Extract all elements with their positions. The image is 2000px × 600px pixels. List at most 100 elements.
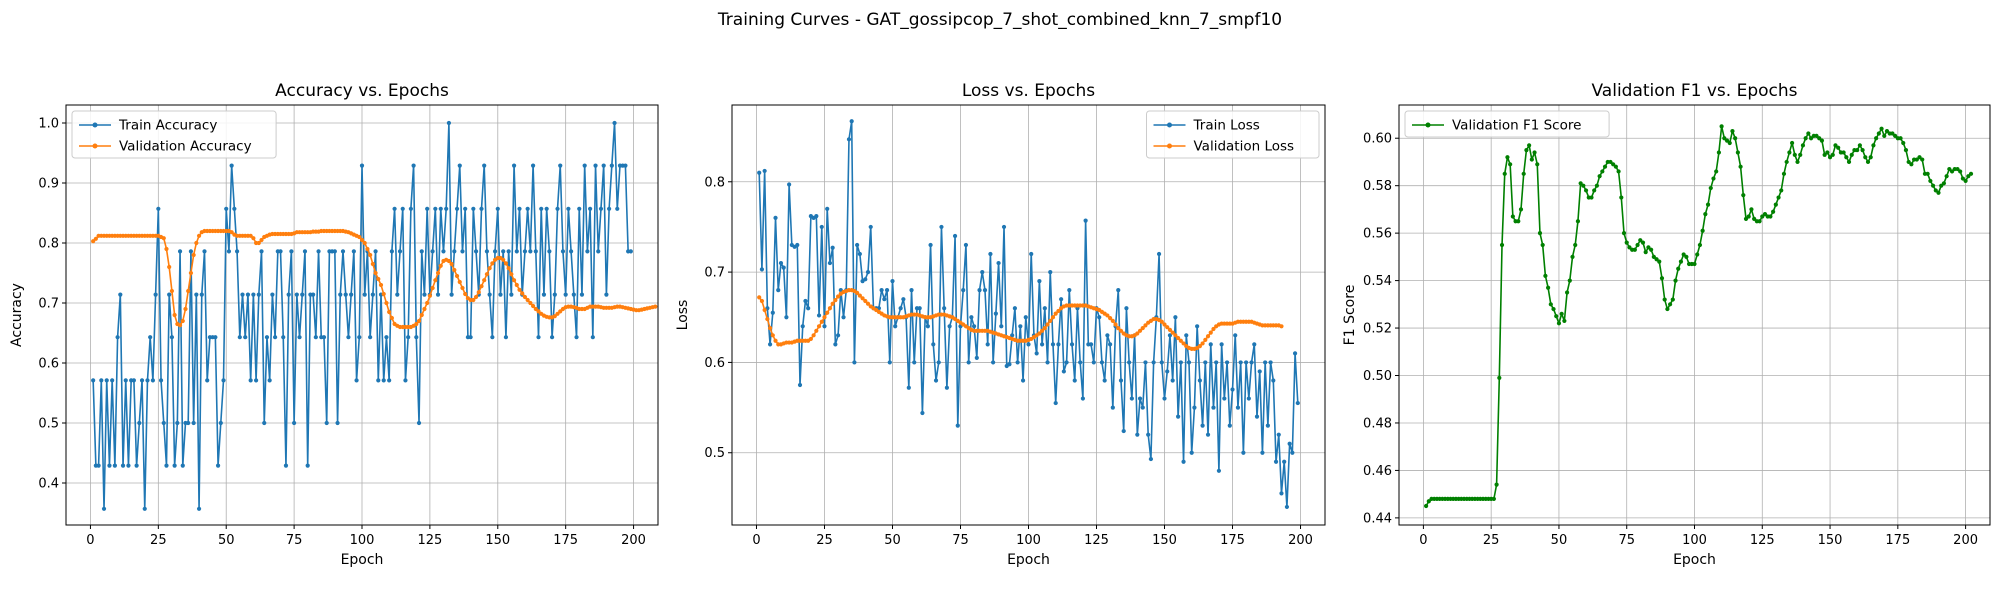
- train-accuracy-point: [514, 249, 519, 254]
- train-loss-point: [1108, 342, 1113, 347]
- train-accuracy-point: [283, 463, 289, 468]
- train-loss-point: [797, 382, 803, 388]
- validation-f1-score-point: [1773, 202, 1778, 207]
- validation-accuracy-point: [454, 273, 460, 279]
- validation-accuracy-point: [167, 264, 172, 270]
- train-accuracy-point: [612, 120, 617, 126]
- train-accuracy-point: [180, 463, 185, 468]
- train-accuracy-point: [628, 249, 633, 254]
- validation-f1-score-point: [1719, 124, 1724, 129]
- train-accuracy-point: [522, 249, 528, 254]
- train-loss-point: [955, 423, 960, 428]
- validation-f1-score-point: [1705, 202, 1711, 207]
- train-accuracy-point: [99, 378, 104, 383]
- validation-f1-score-point: [1570, 254, 1575, 259]
- validation-f1-score-point: [1529, 157, 1534, 162]
- train-accuracy-point: [392, 206, 397, 211]
- validation-f1-score-point: [1882, 133, 1887, 138]
- x-tick-label: 200: [621, 533, 646, 548]
- validation-accuracy-point: [490, 261, 495, 266]
- validation-accuracy-point: [536, 309, 541, 314]
- train-accuracy-point: [406, 335, 411, 340]
- train-loss-point: [1214, 360, 1219, 365]
- validation-accuracy-point: [180, 318, 185, 324]
- validation-accuracy-point: [387, 309, 392, 315]
- validation-accuracy-point: [427, 293, 432, 298]
- validation-f1-score-point: [1711, 176, 1716, 181]
- validation-f1-score-point: [1597, 174, 1602, 179]
- train-accuracy-point: [311, 292, 316, 297]
- train-loss-point: [999, 324, 1004, 329]
- validation-f1-score-point: [1733, 136, 1738, 141]
- validation-f1-score-point: [1752, 216, 1757, 221]
- train-accuracy-point: [571, 292, 576, 297]
- validation-accuracy-point: [446, 258, 451, 264]
- legend-marker-validation-loss: [1167, 143, 1172, 149]
- validation-accuracy-point: [653, 304, 658, 309]
- train-loss-point: [1279, 491, 1284, 496]
- validation-f1-score-point: [1497, 375, 1502, 380]
- validation-f1-score-point: [1741, 193, 1746, 198]
- validation-accuracy-point: [362, 240, 367, 246]
- validation-accuracy-point: [194, 240, 199, 246]
- validation-f1-score-point: [1898, 136, 1903, 141]
- train-loss-point: [961, 288, 966, 293]
- train-accuracy-point: [172, 463, 177, 468]
- train-loss-point: [1263, 360, 1268, 365]
- train-loss-point: [816, 313, 822, 318]
- validation-f1-score-point: [1903, 147, 1909, 153]
- validation-f1-score-point: [1884, 129, 1890, 134]
- train-accuracy-point: [177, 249, 183, 254]
- validation-loss-point: [1279, 324, 1284, 329]
- train-accuracy-point: [373, 249, 378, 254]
- validation-loss-point: [765, 316, 770, 322]
- validation-f1-score-point: [1771, 209, 1776, 214]
- train-accuracy-point: [139, 378, 145, 383]
- validation-accuracy-point: [460, 285, 465, 291]
- train-loss-point: [1088, 342, 1094, 347]
- y-tick-label: 0.5: [38, 417, 59, 432]
- train-loss-point: [1290, 450, 1295, 455]
- train-loss-point: [1195, 324, 1200, 329]
- train-accuracy-point: [253, 378, 259, 383]
- y-tick-label: 0.58: [1363, 179, 1392, 194]
- train-loss-point: [893, 324, 898, 329]
- validation-accuracy-point: [430, 285, 435, 291]
- train-loss-point: [1042, 306, 1047, 311]
- train-loss-point: [1197, 378, 1202, 383]
- train-accuracy-point: [357, 335, 362, 340]
- train-accuracy-point: [229, 163, 234, 168]
- train-accuracy-point: [482, 163, 487, 168]
- validation-accuracy-point: [555, 311, 560, 316]
- train-loss-point: [912, 360, 917, 365]
- validation-loss-point: [1056, 308, 1061, 314]
- f1-chart-panel: 0 25 50 75 100 125 150 175 200 0.44 0.46 0.48 0.50 0.…: [1342, 81, 1991, 568]
- train-loss-point: [1040, 342, 1045, 347]
- validation-f1-score-point: [1518, 207, 1524, 212]
- validation-f1-score-point: [1426, 499, 1431, 504]
- validation-accuracy-point: [378, 282, 384, 288]
- train-loss-point: [778, 260, 784, 266]
- train-loss-point: [1056, 342, 1061, 347]
- validation-loss-point: [1037, 331, 1042, 336]
- train-loss-point: [1135, 432, 1140, 437]
- train-loss-point: [1244, 360, 1249, 365]
- train-accuracy-point: [131, 378, 136, 383]
- train-accuracy-point: [411, 163, 416, 168]
- validation-accuracy-point: [365, 246, 370, 252]
- validation-accuracy-point: [376, 276, 381, 282]
- train-loss-point: [982, 288, 988, 293]
- train-loss-point: [1284, 504, 1290, 510]
- train-loss-point: [1208, 342, 1213, 347]
- train-loss-point: [1069, 342, 1075, 347]
- train-accuracy-point: [297, 335, 302, 340]
- validation-loss-point: [1137, 328, 1143, 333]
- y-tick-label: 1.0: [38, 117, 59, 132]
- train-loss-point: [977, 288, 982, 293]
- train-accuracy-point: [395, 292, 400, 297]
- train-accuracy-point: [205, 378, 210, 383]
- validation-f1-score-point: [1893, 133, 1898, 138]
- validation-loss-point: [819, 319, 824, 324]
- x-tick-label: 25: [816, 533, 833, 548]
- train-accuracy-point: [321, 335, 327, 340]
